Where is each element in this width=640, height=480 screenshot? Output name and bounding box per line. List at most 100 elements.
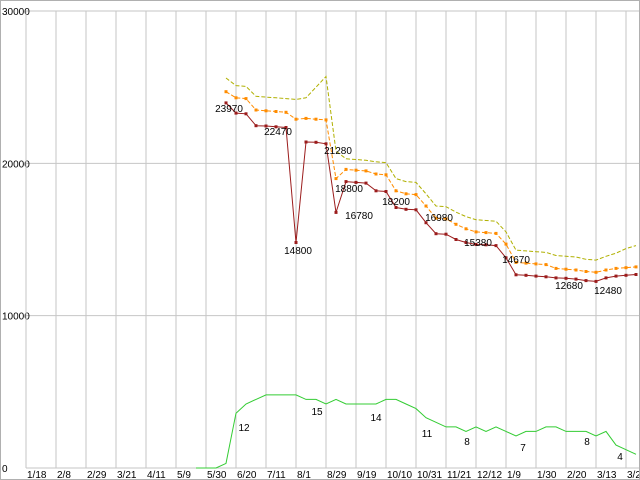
x-axis-tick-label: 5/30 [207,470,227,480]
data-point-label: 4 [617,452,623,463]
avg-price-marker [234,96,238,100]
avg-price-marker [454,222,458,226]
min-price-marker [464,241,468,244]
avg-price-marker [564,267,568,271]
min-price-marker [504,256,508,260]
avg-price-marker [394,189,398,193]
min-price-marker [414,208,418,212]
min-price-marker [514,273,518,277]
min-price-marker [224,101,228,105]
avg-price-marker [444,217,448,221]
avg-price-marker [474,230,478,234]
min-price-marker [254,124,258,128]
avg-price-marker [304,116,308,120]
avg-price-marker [524,261,528,265]
avg-price-marker [354,168,358,172]
data-point-label: 16780 [345,211,373,222]
data-point-label: 11 [422,429,433,440]
avg-price-marker [344,167,348,171]
x-axis-tick-label: 12/12 [477,470,502,480]
avg-price-marker [244,97,248,101]
min-price-marker [624,273,628,277]
x-axis-tick-label: 4/11 [147,470,166,480]
x-axis-tick-label: 1/9 [507,470,521,480]
data-point-label: 21280 [324,146,352,157]
data-point-label: 14 [370,413,382,424]
avg-price-marker [414,193,418,197]
y-axis-tick-label: 10000 [2,312,30,323]
min-price-marker [394,206,398,209]
avg-price-marker [324,118,328,122]
x-axis-tick-label: 10/10 [387,470,412,480]
x-axis-tick-label: 11/21 [447,470,472,480]
min-price-marker [344,180,348,184]
min-price-marker [244,112,248,116]
min-price-marker [604,276,608,280]
min-price-marker [534,274,538,278]
avg-price-marker [504,242,508,246]
data-point-label: 16980 [425,213,453,224]
min-price-marker [404,207,408,211]
data-point-label: 12680 [555,281,583,292]
x-axis-tick-label: 8/1 [297,470,311,480]
min-price-marker [564,276,568,280]
data-point-label: 15 [311,407,323,418]
min-price-marker [274,125,278,129]
max-price-line [225,75,637,261]
min-price-marker [574,277,578,281]
avg-price-marker [274,110,278,113]
min-price-marker [594,279,598,283]
x-axis-tick-label: 2/20 [567,470,587,480]
x-axis-tick-label: 1/18 [27,470,47,480]
avg-price-marker [534,262,538,266]
x-axis-tick-label: 2/29 [87,470,107,480]
avg-price-marker [484,231,488,235]
avg-price-marker [544,263,548,267]
data-point-label: 23970 [215,104,243,115]
data-point-label: 15380 [464,238,492,249]
min-price-line [225,102,637,282]
avg-price-marker [624,266,628,270]
avg-price-marker [254,108,258,112]
avg-price-marker [294,117,298,121]
x-axis-tick-label: 5/9 [177,470,191,480]
avg-price-marker [374,172,378,176]
avg-price-marker [584,270,588,273]
min-price-marker [284,126,288,129]
x-axis-tick-label: 7/11 [267,470,286,480]
x-axis-tick-label: 8/29 [327,470,347,480]
avg-price-marker [334,177,338,181]
data-point-label: 12480 [594,286,622,297]
data-point-label: 14800 [284,246,312,257]
data-point-label: 18200 [382,197,410,208]
y-axis-tick-label: 20000 [2,159,30,170]
avg-price-marker [594,270,598,274]
data-point-label: 14670 [502,255,530,266]
avg-price-line [225,91,637,273]
min-price-marker [494,244,498,248]
min-price-marker [324,142,328,146]
avg-price-marker [224,90,228,94]
x-axis-tick-label: 6/20 [237,470,257,480]
x-axis-tick-label: 2/8 [57,470,71,480]
avg-price-marker [424,204,428,208]
min-price-marker [634,273,638,276]
avg-price-marker [614,266,618,270]
min-price-marker [364,181,368,185]
x-axis-tick-label: 3/13 [597,470,617,480]
x-axis-tick-label: 10/31 [417,470,442,480]
min-price-marker [354,180,358,184]
min-price-marker [544,275,548,279]
data-point-label: 8 [584,437,590,448]
avg-price-marker [314,117,318,121]
min-price-marker [474,243,478,246]
avg-price-marker [604,268,608,272]
count-line [196,394,637,469]
min-price-marker [294,241,298,244]
data-point-label: 22470 [264,127,292,138]
x-axis-tick-label: 3/21 [117,470,137,480]
min-price-marker [614,274,618,278]
avg-price-marker [494,231,498,235]
